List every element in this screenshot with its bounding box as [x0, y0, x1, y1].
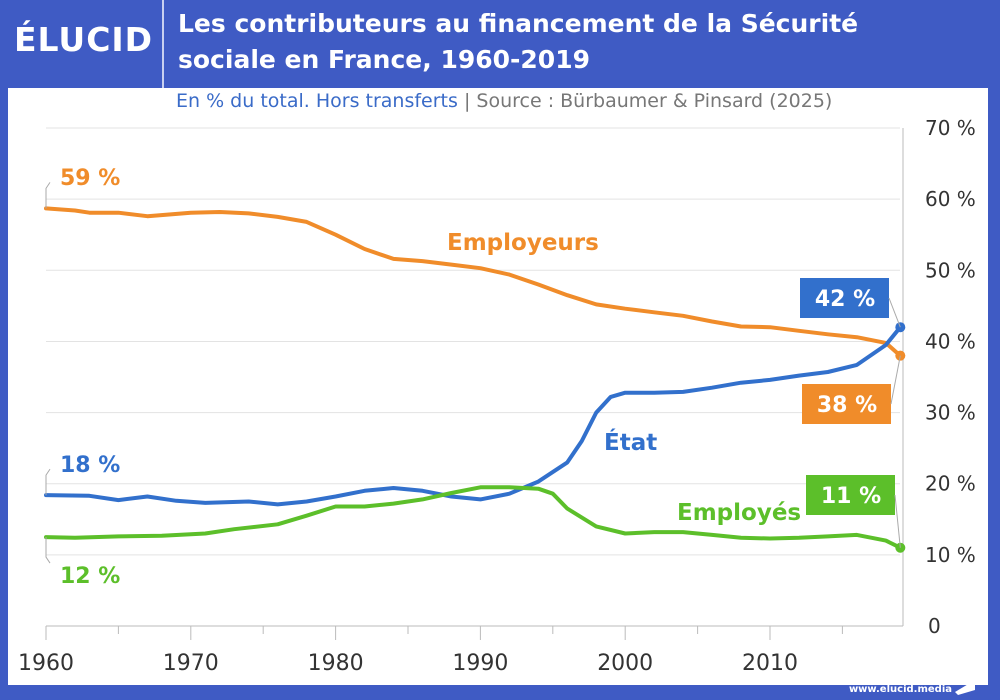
elucid-logo: ÉLUCID — [14, 20, 154, 59]
series-line-État — [44, 325, 903, 507]
leader-line — [888, 297, 901, 328]
series-line-Employés — [44, 485, 903, 550]
y-tick-label: 40 % — [925, 329, 976, 353]
leader-line — [890, 355, 901, 405]
end-value-box — [802, 384, 891, 424]
header-divider — [162, 0, 164, 88]
series-line-Employeurs — [44, 206, 903, 358]
x-tick-label: 2010 — [742, 651, 798, 676]
y-tick-label: 20 % — [925, 472, 976, 496]
series-label: État — [604, 428, 657, 456]
subtitle: En % du total. Hors transferts | Source … — [176, 90, 832, 112]
y-tick-label: 50 % — [925, 258, 976, 282]
leader-line — [894, 494, 901, 548]
source-note: Source : Bürbaumer & Pinsard (2025) — [476, 90, 833, 112]
x-tick-label: 1970 — [163, 651, 219, 676]
end-value-label: 38 % — [817, 393, 877, 418]
end-value-label: 42 % — [815, 287, 875, 312]
start-value-label: 18 % — [60, 453, 120, 478]
x-tick-label: 1990 — [452, 651, 508, 676]
title-line-2: sociale en France, 1960-2019 — [178, 45, 590, 74]
y-tick-label: 30 % — [925, 401, 976, 425]
end-value-box — [806, 475, 895, 515]
y-tick-label: 10 % — [925, 543, 976, 567]
subtitle-separator: | — [463, 90, 471, 112]
x-tick-label: 2000 — [597, 651, 653, 676]
title-line-1: Les contributeurs au financement de la S… — [178, 9, 859, 38]
y-tick-label: 0 — [928, 614, 941, 638]
series-label: Employeurs — [447, 230, 599, 256]
x-tick-label: 1980 — [308, 651, 364, 676]
y-tick-label: 70 % — [925, 116, 976, 140]
leader-line — [45, 182, 51, 209]
end-value-box — [800, 278, 889, 318]
header: ÉLUCID Les contributeurs au financement … — [0, 0, 1000, 88]
y-tick-label: 60 % — [925, 187, 976, 211]
unit-note: En % du total. Hors transferts — [176, 90, 458, 112]
series-label: Employés — [677, 500, 801, 526]
website-url: www.elucid.media — [848, 684, 952, 695]
leader-line — [45, 537, 51, 564]
x-tick-label: 1960 — [18, 651, 74, 676]
start-value-label: 12 % — [60, 564, 120, 589]
leader-line — [45, 468, 51, 496]
start-value-label: 59 % — [60, 166, 120, 191]
chart-title: Les contributeurs au financement de la S… — [178, 6, 858, 78]
end-value-label: 11 % — [821, 484, 881, 509]
